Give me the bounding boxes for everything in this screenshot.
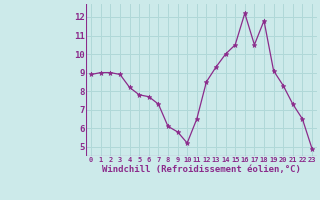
X-axis label: Windchill (Refroidissement éolien,°C): Windchill (Refroidissement éolien,°C) <box>102 165 301 174</box>
